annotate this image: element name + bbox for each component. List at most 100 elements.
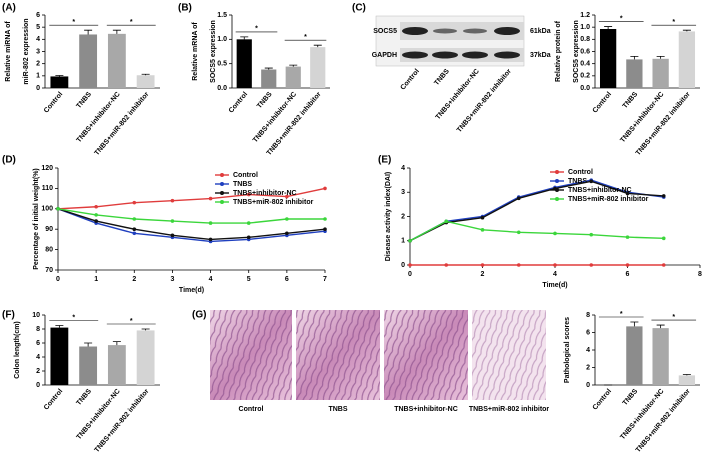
significance-label: * <box>304 34 307 41</box>
point <box>517 197 521 201</box>
point <box>323 187 327 191</box>
y-tick-label: 0.4 <box>580 61 590 68</box>
significance-label: * <box>620 15 623 22</box>
x-tick-label: Control <box>43 388 64 412</box>
point <box>132 231 136 235</box>
error-bar <box>265 68 273 69</box>
y-tick-label: 110 <box>42 185 53 192</box>
point <box>171 234 175 238</box>
significance-label: * <box>255 26 258 33</box>
point <box>132 217 136 221</box>
panel-label: (E) <box>378 155 391 166</box>
point <box>481 216 485 220</box>
error-bar <box>113 30 121 34</box>
point <box>626 263 630 267</box>
lane-label: Control <box>400 68 421 92</box>
x-tick-label: 3 <box>170 276 174 283</box>
x-tick-label: 4 <box>553 271 557 278</box>
y-axis-label: Colon length(cm) <box>14 321 21 379</box>
point <box>285 231 289 235</box>
y-axis-label: SOCS5 expression <box>573 20 580 83</box>
y-tick-label: 0 <box>586 382 590 389</box>
error-bar <box>630 56 638 59</box>
y-tick-label: 1.0 <box>217 36 227 43</box>
x-tick-label: 1 <box>94 276 98 283</box>
y-tick-label: 2 <box>36 61 40 68</box>
size-label: 61kDa <box>530 28 551 35</box>
significance-label: * <box>72 314 75 321</box>
panel-label: (C) <box>352 3 366 14</box>
panel-label: (A) <box>2 3 16 14</box>
error-bar <box>55 326 63 328</box>
y-tick-label: 0.8 <box>580 36 590 43</box>
point <box>517 230 521 234</box>
legend-label: TNBS+inhibitor-NC <box>233 190 297 197</box>
y-tick-label: 0 <box>36 85 40 92</box>
error-bar <box>657 56 665 58</box>
x-tick-label: TNBS <box>256 91 274 110</box>
point <box>662 263 666 267</box>
significance-label: * <box>672 314 675 321</box>
error-bar <box>630 322 638 326</box>
legend-marker <box>220 191 224 195</box>
legend-marker <box>555 197 559 201</box>
point <box>553 263 557 267</box>
bar <box>79 347 97 386</box>
bar <box>626 59 642 88</box>
y-axis-label: Percentage of initial weight(%) <box>33 168 40 270</box>
y-tick-label: 1 <box>36 73 40 80</box>
panel-label: (G) <box>192 310 206 321</box>
bar <box>137 75 155 88</box>
legend-marker <box>555 179 559 183</box>
bar <box>108 34 126 88</box>
panel-label: (D) <box>2 155 16 166</box>
y-tick-label: 4 <box>586 347 590 354</box>
x-tick-label: TNBS+miR-802 inhibitor <box>635 91 692 157</box>
x-tick-label: TNBS <box>622 388 640 407</box>
point <box>408 239 412 243</box>
image-label: TNBS <box>328 406 347 413</box>
y-tick-label: 4 <box>401 165 405 172</box>
point <box>626 235 630 239</box>
bar <box>237 39 252 88</box>
error-bar <box>142 74 150 75</box>
point <box>94 205 98 209</box>
lane-label: TNBS <box>433 68 451 87</box>
x-tick-label: 6 <box>626 271 630 278</box>
legend-label: TNBS+miR-802 inhibitor <box>568 196 649 203</box>
error-bar <box>55 75 63 76</box>
error-bar <box>314 45 322 47</box>
y-tick-label: 1 <box>401 238 405 245</box>
y-tick-label: 2 <box>401 213 405 220</box>
error-bar <box>84 30 92 34</box>
point <box>662 194 666 198</box>
error-bar <box>289 65 297 66</box>
error-bar <box>657 325 665 328</box>
error-bar <box>683 375 691 376</box>
legend-label: Control <box>568 169 593 176</box>
point <box>209 238 213 242</box>
legend-label: TNBS+miR-802 inhibitor <box>233 199 314 206</box>
blot <box>376 16 524 66</box>
x-tick-label: TNBS+miR-802 inhibitor <box>94 91 151 157</box>
legend-marker <box>220 200 224 204</box>
y-axis-label: Relative miRNA of <box>5 21 12 82</box>
point <box>209 221 213 225</box>
image-label: Control <box>239 406 264 413</box>
panel-label: (F) <box>2 310 15 321</box>
point <box>662 237 666 241</box>
point <box>132 201 136 205</box>
x-tick-label: 5 <box>247 276 251 283</box>
y-tick-label: 2 <box>586 364 590 371</box>
x-axis-label: Time(d) <box>542 282 567 289</box>
point <box>94 213 98 217</box>
y-tick-label: 1.0 <box>580 24 590 31</box>
y-axis-label: Relative mRNA of <box>192 22 199 81</box>
x-tick-label: TNBS+miR-802 inhibitor <box>94 388 151 454</box>
x-tick-label: Control <box>592 388 613 412</box>
x-tick-label: 2 <box>481 271 485 278</box>
y-tick-label: 120 <box>41 165 53 172</box>
point <box>323 227 327 231</box>
y-axis-label: miR-802 expression <box>23 18 30 84</box>
